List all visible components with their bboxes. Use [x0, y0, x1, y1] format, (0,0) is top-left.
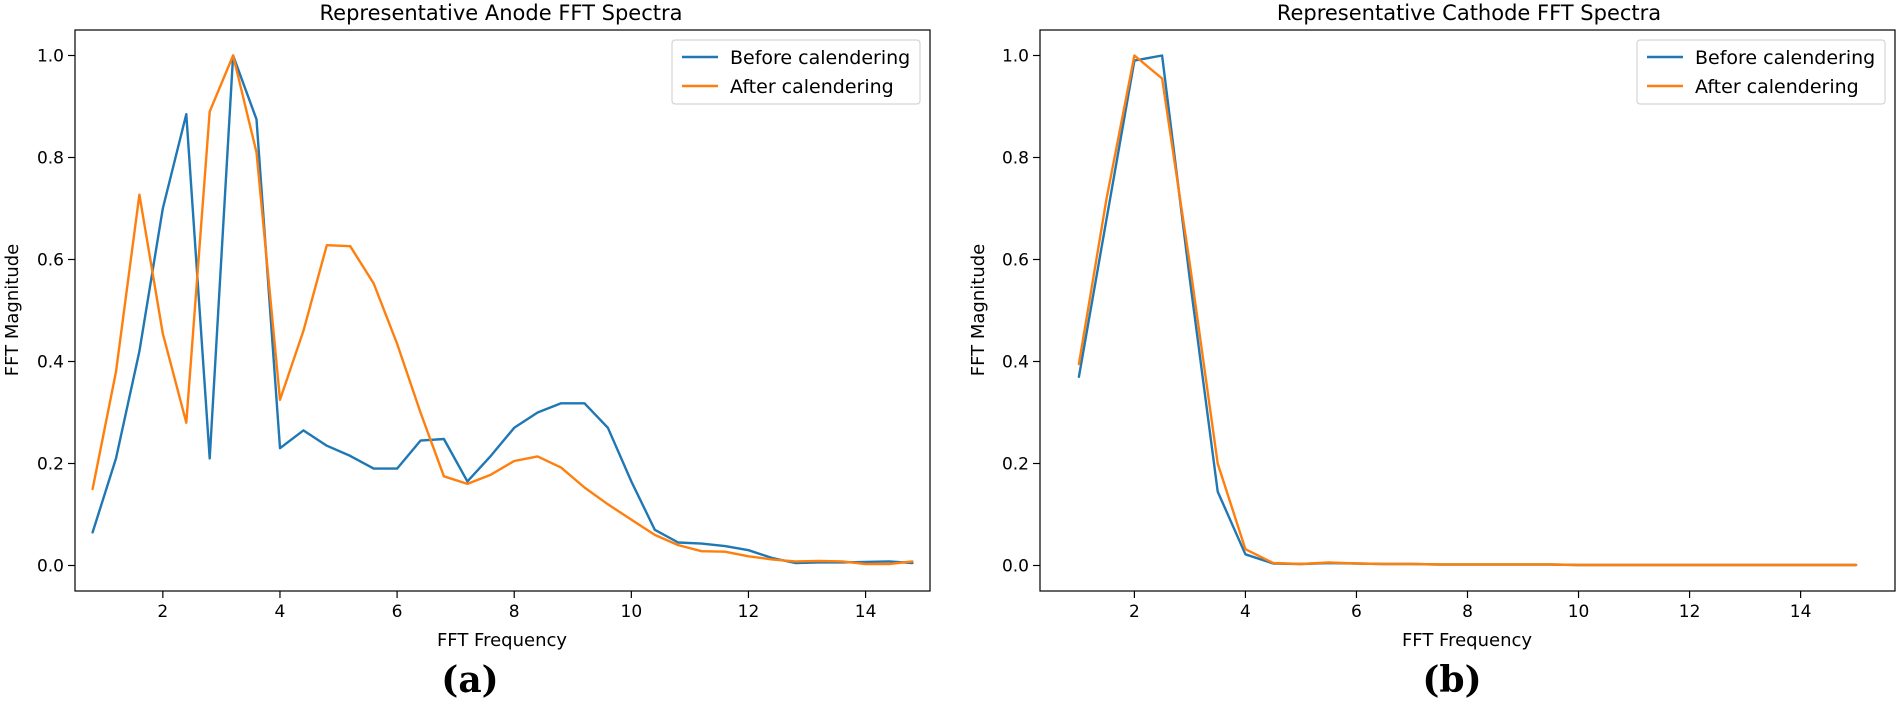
panel-label-a: (a)	[441, 659, 498, 701]
y-tick-label: 0.0	[37, 557, 64, 577]
legend-box	[1636, 39, 1886, 105]
x-tick-label: 8	[509, 602, 520, 622]
y-tick-label: 0.4	[1002, 353, 1029, 373]
y-tick-label: 0.0	[1002, 557, 1029, 577]
legend-label-after: After calendering	[730, 76, 894, 98]
y-axis-label: FFT Magnitude	[2, 244, 23, 376]
y-tick-label: 1.0	[37, 47, 64, 67]
y-tick-label: 0.6	[37, 251, 64, 271]
legend-label-before: Before calendering	[730, 47, 910, 69]
plot-frame	[74, 29, 931, 592]
legend-label-after: After calendering	[1695, 76, 1859, 98]
legend-box	[671, 39, 921, 105]
x-axis-label: FFT Frequency	[437, 630, 567, 651]
x-tick-label: 10	[621, 602, 643, 622]
y-tick-label: 0.2	[1002, 455, 1029, 475]
y-tick-label: 1.0	[1002, 47, 1029, 67]
series-line-after	[1077, 54, 1858, 567]
chart-panel-cathode: Representative Cathode FFT Spectra 2 4 6 8 1…	[968, 1, 1896, 701]
legend: Before calendering After calendering	[1636, 39, 1886, 105]
tick-group: 2 4 6 8 10 12 14 0.0 0.2 0.4 0.6 0.8 1.0	[37, 47, 876, 623]
series-line-before	[91, 54, 914, 565]
y-tick-label: 0.6	[1002, 251, 1029, 271]
y-tick-label: 0.4	[37, 353, 64, 373]
x-tick-label: 12	[738, 602, 760, 622]
tick-group: 2 4 6 8 10 12 14 0.0 0.2 0.4 0.6 0.8 1.0	[1002, 47, 1811, 623]
y-tick-label: 0.2	[37, 455, 64, 475]
series-lines	[1077, 54, 1858, 567]
y-tick-label: 0.8	[1002, 149, 1029, 169]
series-line-after	[91, 54, 914, 566]
x-tick-label: 4	[275, 602, 286, 622]
x-tick-label: 6	[1351, 602, 1362, 622]
plot-frame	[1039, 29, 1896, 592]
series-lines	[91, 54, 914, 566]
panel-label-b: (b)	[1422, 659, 1481, 701]
x-axis-label: FFT Frequency	[1402, 630, 1532, 651]
y-tick-label: 0.8	[37, 149, 64, 169]
legend-label-before: Before calendering	[1695, 47, 1875, 69]
chart-title: Representative Anode FFT Spectra	[320, 1, 683, 25]
y-axis-label: FFT Magnitude	[968, 244, 989, 376]
chart-title: Representative Cathode FFT Spectra	[1277, 1, 1661, 25]
x-tick-label: 10	[1568, 602, 1590, 622]
x-tick-label: 2	[1129, 602, 1140, 622]
x-tick-label: 14	[855, 602, 877, 622]
x-tick-label: 2	[157, 602, 168, 622]
x-tick-label: 4	[1240, 602, 1251, 622]
x-tick-label: 12	[1679, 602, 1701, 622]
legend: Before calendering After calendering	[671, 39, 921, 105]
x-tick-label: 6	[392, 602, 403, 622]
x-tick-label: 8	[1462, 602, 1473, 622]
x-tick-label: 14	[1790, 602, 1812, 622]
chart-panel-anode: Representative Anode FFT Spectra 2 4 6 8 10 1…	[2, 1, 931, 701]
